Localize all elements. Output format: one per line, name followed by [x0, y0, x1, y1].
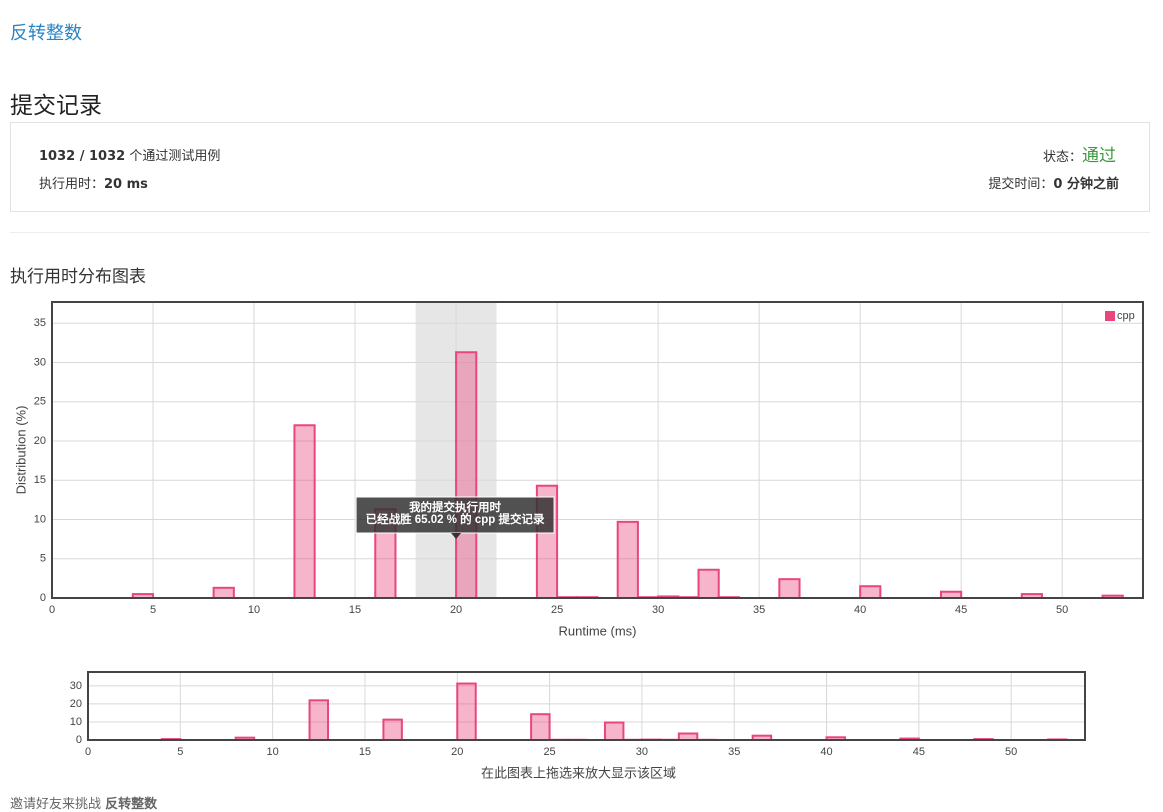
x-tick-label: 10	[267, 746, 279, 758]
y-tick-label: 25	[34, 396, 46, 408]
bar	[457, 684, 475, 740]
chart-section-title: 执行用时分布图表	[10, 262, 146, 287]
x-tick-label: 40	[820, 746, 832, 758]
chart-caption: 在此图表上拖选来放大显示该区域	[481, 765, 676, 780]
y-tick-label: 10	[34, 513, 46, 525]
bar	[383, 720, 401, 740]
bar	[294, 425, 314, 598]
tooltip-line: 我的提交执行用时	[409, 500, 501, 514]
runtime-row: 执行用时：20 ms	[39, 173, 148, 192]
plot-frame	[52, 302, 1143, 598]
x-tick-label: 0	[85, 746, 91, 758]
y-axis-label: Distribution (%)	[13, 406, 28, 495]
bar	[860, 586, 880, 598]
y-tick-label: 0	[40, 592, 46, 604]
time-row: 提交时间：0 分钟之前	[988, 173, 1119, 192]
bar	[531, 714, 549, 740]
time-label: 提交时间：	[988, 177, 1053, 192]
x-tick-label: 25	[551, 604, 563, 616]
x-tick-label: 45	[913, 746, 925, 758]
y-tick-label: 30	[70, 680, 82, 692]
status-label: 状态：	[1043, 150, 1082, 165]
y-tick-label: 15	[34, 474, 46, 486]
bar	[214, 588, 234, 598]
time: 0 分钟之前	[1053, 177, 1119, 192]
plot-frame	[88, 672, 1085, 740]
y-tick-label: 20	[34, 435, 46, 447]
x-tick-label: 5	[150, 604, 156, 616]
y-tick-label: 10	[70, 716, 82, 728]
bar	[618, 522, 638, 598]
y-tick-label: 5	[40, 553, 46, 565]
x-axis-label: Runtime (ms)	[558, 623, 636, 638]
bar	[779, 579, 799, 598]
cases-label: 个通过测试用例	[129, 149, 220, 164]
x-tick-label: 50	[1005, 746, 1017, 758]
x-tick-label: 35	[728, 746, 740, 758]
x-tick-label: 30	[636, 746, 648, 758]
y-tick-label: 35	[34, 317, 46, 329]
bar	[310, 700, 328, 740]
runtime: 20 ms	[104, 177, 148, 192]
x-tick-label: 35	[753, 604, 765, 616]
x-tick-label: 25	[543, 746, 555, 758]
x-tick-label: 45	[955, 604, 967, 616]
bar	[699, 570, 719, 598]
x-tick-label: 40	[854, 604, 866, 616]
x-tick-label: 50	[1056, 604, 1068, 616]
x-tick-label: 20	[450, 604, 462, 616]
y-tick-label: 0	[76, 734, 82, 746]
bar	[605, 723, 623, 740]
divider	[10, 232, 1150, 233]
runtime-label: 执行用时：	[39, 177, 104, 192]
problem-link[interactable]: 反转整数	[10, 19, 82, 45]
cases: 1032 / 1032	[39, 149, 125, 164]
bar	[456, 352, 476, 598]
x-tick-label: 20	[451, 746, 463, 758]
cases-row: 1032 / 1032 个通过测试用例	[39, 145, 220, 164]
y-tick-label: 30	[34, 356, 46, 368]
y-tick-label: 20	[70, 698, 82, 710]
footer: 邀请好友来挑战 反转整数	[10, 793, 157, 812]
status: 通过	[1082, 146, 1116, 166]
x-tick-label: 5	[177, 746, 183, 758]
x-tick-label: 30	[652, 604, 664, 616]
x-tick-label: 0	[49, 604, 55, 616]
legend-swatch	[1105, 311, 1115, 321]
legend-label: cpp	[1117, 310, 1135, 322]
x-tick-label: 15	[359, 746, 371, 758]
page-title: 提交记录	[10, 86, 102, 120]
x-tick-label: 15	[349, 604, 361, 616]
tooltip-line: 已经战胜 65.02 % 的 cpp 提交记录	[366, 512, 545, 526]
x-tick-label: 10	[248, 604, 260, 616]
submission-box	[10, 122, 1150, 212]
status-row: 状态：通过	[1043, 141, 1116, 166]
